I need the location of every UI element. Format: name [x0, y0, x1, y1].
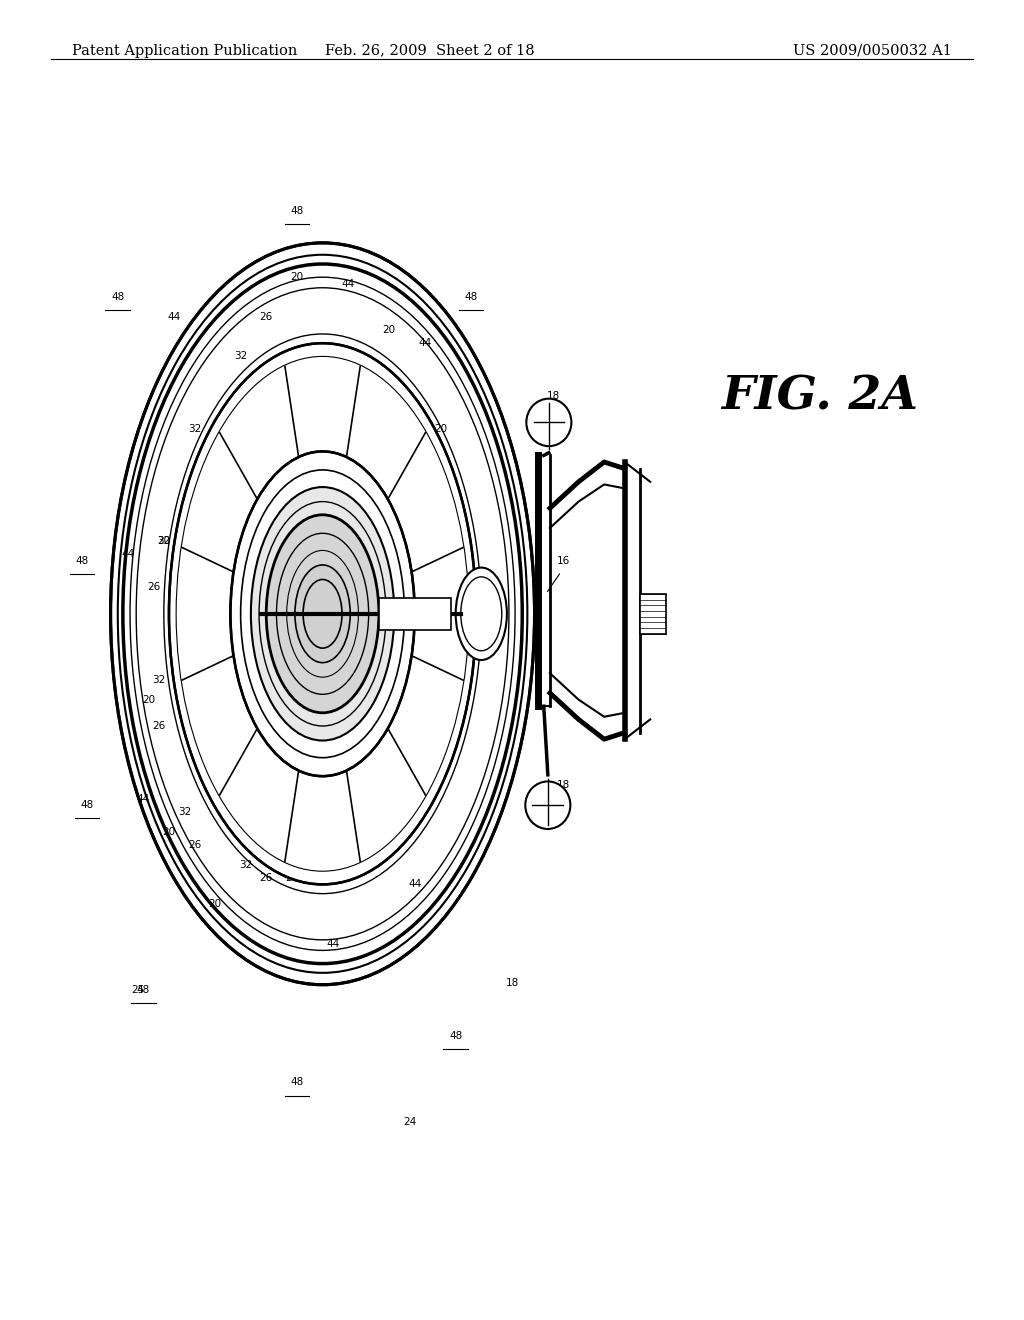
- Ellipse shape: [266, 515, 379, 713]
- Text: 20: 20: [434, 424, 446, 434]
- Text: 30: 30: [332, 628, 344, 639]
- Text: 48: 48: [112, 292, 124, 302]
- Text: 20: 20: [158, 536, 170, 546]
- Text: 26: 26: [147, 582, 160, 593]
- Text: 26: 26: [357, 364, 370, 375]
- Ellipse shape: [169, 343, 476, 884]
- Text: 44: 44: [342, 279, 354, 289]
- Ellipse shape: [295, 565, 350, 663]
- Text: 20: 20: [286, 873, 298, 883]
- Text: 26: 26: [403, 734, 416, 744]
- Ellipse shape: [525, 781, 570, 829]
- Text: 32: 32: [403, 609, 416, 619]
- Text: 26: 26: [153, 721, 165, 731]
- FancyBboxPatch shape: [379, 598, 451, 630]
- Text: 44: 44: [327, 939, 339, 949]
- Text: 32: 32: [240, 859, 252, 870]
- Text: 32: 32: [337, 391, 349, 401]
- Text: 28: 28: [291, 569, 303, 579]
- Text: 48: 48: [465, 292, 477, 302]
- Text: 20: 20: [378, 800, 390, 810]
- Text: 26: 26: [352, 826, 365, 837]
- Text: 48: 48: [291, 1077, 303, 1088]
- Text: 20: 20: [142, 694, 155, 705]
- Text: 16: 16: [557, 556, 569, 566]
- Text: Feb. 26, 2009  Sheet 2 of 18: Feb. 26, 2009 Sheet 2 of 18: [326, 44, 535, 58]
- Text: 44: 44: [168, 312, 180, 322]
- Text: Patent Application Publication: Patent Application Publication: [72, 44, 297, 58]
- Text: 32: 32: [188, 424, 201, 434]
- Text: 18: 18: [547, 391, 559, 401]
- Text: 18: 18: [506, 978, 518, 989]
- Text: 32: 32: [234, 351, 247, 362]
- Text: 44: 44: [419, 338, 431, 348]
- Text: 32: 32: [153, 675, 165, 685]
- Text: 48: 48: [291, 206, 303, 216]
- Ellipse shape: [526, 399, 571, 446]
- Text: 26: 26: [424, 582, 436, 593]
- FancyBboxPatch shape: [640, 594, 666, 634]
- Text: 20: 20: [383, 325, 395, 335]
- Text: 32: 32: [158, 536, 170, 546]
- Text: 20: 20: [429, 694, 441, 705]
- Text: 48: 48: [76, 556, 88, 566]
- Text: FIG. 2A: FIG. 2A: [721, 374, 918, 418]
- Ellipse shape: [230, 451, 415, 776]
- Text: 24: 24: [403, 1117, 416, 1127]
- Text: 26: 26: [409, 457, 421, 467]
- Text: 26: 26: [188, 840, 201, 850]
- Text: 32: 32: [383, 734, 395, 744]
- Text: 25: 25: [132, 985, 144, 995]
- Text: 20: 20: [209, 899, 221, 909]
- Text: 48: 48: [81, 800, 93, 810]
- Text: US 2009/0050032 A1: US 2009/0050032 A1: [794, 44, 952, 58]
- Text: 20: 20: [291, 272, 303, 282]
- Text: 32: 32: [327, 813, 339, 824]
- Text: 64: 64: [308, 642, 321, 652]
- Text: 58: 58: [322, 576, 334, 586]
- Text: 18: 18: [557, 780, 569, 791]
- Text: 68: 68: [311, 668, 324, 678]
- Text: 32: 32: [178, 807, 190, 817]
- Text: 44: 44: [409, 879, 421, 890]
- Text: 20: 20: [450, 556, 462, 566]
- Ellipse shape: [456, 568, 507, 660]
- Text: 44: 44: [137, 793, 150, 804]
- Text: 56: 56: [306, 536, 318, 546]
- Ellipse shape: [251, 487, 394, 741]
- Text: 32: 32: [388, 490, 400, 500]
- Text: 48: 48: [137, 985, 150, 995]
- Text: 26: 26: [260, 873, 272, 883]
- Text: 26: 26: [260, 312, 272, 322]
- Ellipse shape: [118, 255, 527, 973]
- Text: 20: 20: [163, 826, 175, 837]
- Text: 30: 30: [318, 611, 331, 622]
- Ellipse shape: [111, 243, 535, 985]
- Text: 48: 48: [450, 1031, 462, 1041]
- Text: 44: 44: [122, 549, 134, 560]
